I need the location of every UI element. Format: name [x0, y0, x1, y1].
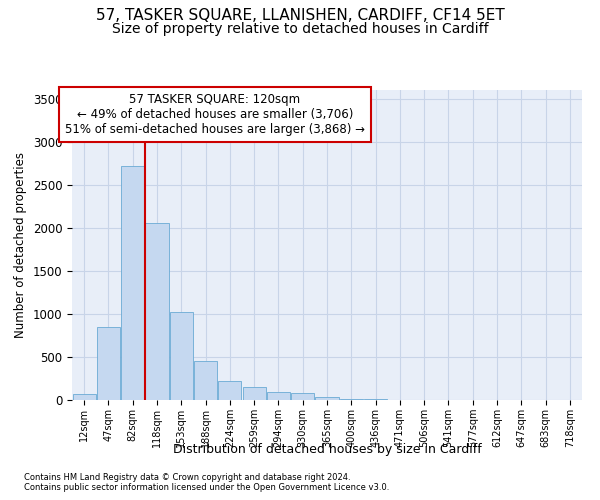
Bar — [364, 399, 387, 400]
Text: Contains public sector information licensed under the Open Government Licence v3: Contains public sector information licen… — [24, 482, 389, 492]
Bar — [170, 312, 193, 400]
Y-axis label: Number of detached properties: Number of detached properties — [14, 152, 27, 338]
Text: Distribution of detached houses by size in Cardiff: Distribution of detached houses by size … — [173, 442, 481, 456]
Bar — [267, 392, 290, 400]
Text: 57 TASKER SQUARE: 120sqm
← 49% of detached houses are smaller (3,706)
51% of sem: 57 TASKER SQUARE: 120sqm ← 49% of detach… — [65, 93, 365, 136]
Text: Contains HM Land Registry data © Crown copyright and database right 2024.: Contains HM Land Registry data © Crown c… — [24, 472, 350, 482]
Bar — [145, 224, 169, 400]
Text: 57, TASKER SQUARE, LLANISHEN, CARDIFF, CF14 5ET: 57, TASKER SQUARE, LLANISHEN, CARDIFF, C… — [95, 8, 505, 22]
Bar — [340, 398, 363, 400]
Bar — [316, 396, 338, 400]
Bar — [121, 166, 144, 400]
Bar — [218, 381, 241, 400]
Bar — [194, 361, 217, 400]
Bar — [242, 387, 266, 400]
Bar — [73, 394, 95, 400]
Bar — [97, 327, 120, 400]
Text: Size of property relative to detached houses in Cardiff: Size of property relative to detached ho… — [112, 22, 488, 36]
Bar — [291, 392, 314, 400]
